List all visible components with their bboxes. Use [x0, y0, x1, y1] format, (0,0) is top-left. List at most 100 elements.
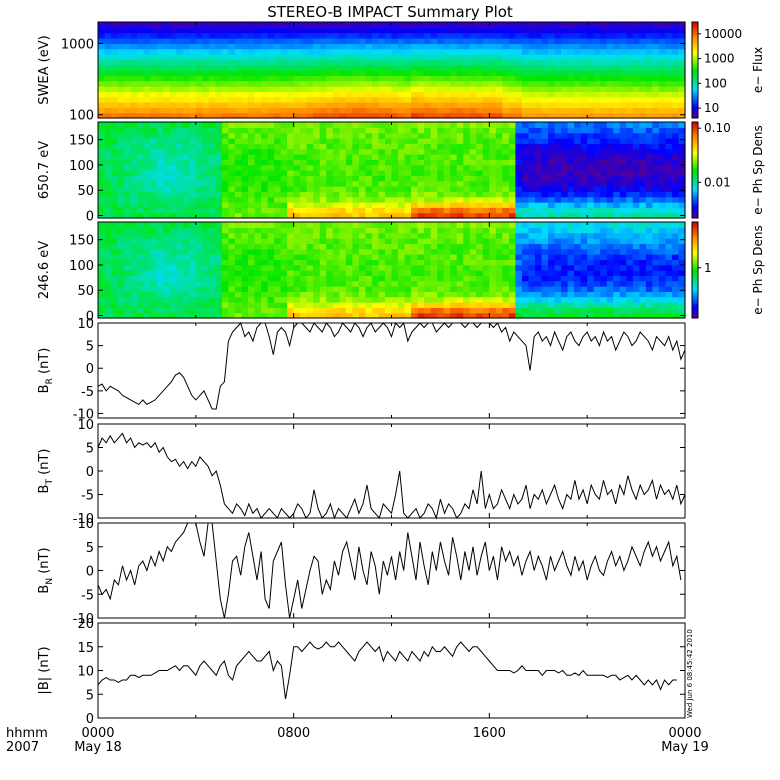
heatmap-cell [339, 138, 347, 144]
heatmap-cell [424, 75, 432, 82]
heatmap-cell [567, 91, 575, 98]
heatmap-cell [339, 175, 347, 182]
heatmap-cell [430, 238, 438, 244]
heatmap-cell [358, 243, 367, 250]
heatmap-cell [306, 307, 314, 314]
heatmap-cell [208, 196, 216, 203]
heatmap-cell [587, 154, 595, 160]
heatmap-cell [221, 280, 230, 287]
heatmap-cell [202, 307, 210, 314]
heatmap-cell [554, 148, 562, 155]
heatmap-cell [124, 54, 132, 60]
heatmap-cell [443, 48, 451, 55]
heatmap-cell [482, 259, 490, 266]
heatmap-cell [658, 127, 667, 134]
heatmap-cell [221, 275, 230, 282]
heatmap-cell [652, 227, 660, 234]
heatmap-cell [130, 143, 138, 150]
heatmap-cell [645, 22, 653, 28]
heatmap-cell [424, 312, 432, 319]
heatmap-cell [130, 48, 138, 55]
heatmap-cell [645, 254, 653, 260]
heatmap-cell [293, 38, 301, 44]
heatmap-cell [645, 32, 653, 39]
heatmap-cell [665, 148, 673, 155]
heatmap-cell [580, 175, 588, 182]
heatmap-cell [208, 154, 216, 160]
heatmap-cell [306, 132, 314, 139]
heatmap-cell [430, 91, 438, 98]
heatmap-cell [521, 22, 530, 28]
heatmap-cell [489, 227, 497, 234]
heatmap-cell [430, 264, 438, 271]
heatmap-cell [678, 54, 686, 60]
heatmap-cell [98, 132, 106, 139]
heatmap-cell [104, 127, 112, 134]
heatmap-cell [658, 175, 667, 182]
heatmap-cell [456, 222, 464, 228]
heatmap-cell [671, 127, 680, 134]
heatmap-cell [274, 48, 282, 55]
heatmap-cell [248, 280, 256, 287]
heatmap-cell [306, 54, 314, 60]
heatmap-cell [104, 302, 112, 308]
colorbar-segment [692, 126, 698, 130]
heatmap-cell [104, 280, 112, 287]
heatmap-cell [241, 127, 249, 134]
heatmap-cell [548, 159, 556, 166]
heatmap-cell [150, 59, 158, 66]
heatmap-cell [482, 238, 490, 244]
heatmap-cell [182, 32, 190, 39]
heatmap-cell [306, 59, 314, 66]
heatmap-cell [345, 222, 353, 228]
heatmap-cell [143, 22, 151, 28]
heatmap-cell [437, 207, 445, 214]
heatmap-cell [658, 75, 667, 82]
heatmap-cell [515, 212, 523, 219]
heatmap-cell [502, 191, 510, 198]
heatmap-cell [130, 54, 138, 60]
heatmap-cell [424, 186, 432, 192]
heatmap-cell [450, 43, 458, 50]
heatmap-cell [600, 38, 608, 44]
heatmap-cell [508, 296, 517, 303]
heatmap-cell [221, 138, 230, 144]
heatmap-cell [163, 170, 171, 176]
heatmap-cell [437, 112, 445, 119]
heatmap-cell [417, 132, 425, 139]
heatmap-cell [254, 38, 262, 44]
heatmap-cell [313, 312, 321, 319]
heatmap-cell [541, 70, 549, 76]
heatmap-cell [130, 86, 138, 92]
heatmap-cell [626, 122, 634, 128]
heatmap-cell [515, 112, 523, 119]
heatmap-cell [104, 107, 112, 114]
heatmap-cell [430, 254, 438, 260]
heatmap-cell [613, 164, 621, 171]
heatmap-cell [678, 143, 686, 150]
heatmap-cell [130, 212, 138, 219]
heatmap-cell [443, 238, 451, 244]
heatmap-cell [365, 232, 373, 239]
heatmap-cell [365, 243, 373, 250]
heatmap-cell [671, 170, 680, 176]
heatmap-cell [339, 59, 347, 66]
heatmap-cell [554, 227, 562, 234]
heatmap-cell [639, 102, 647, 108]
heatmap-cell [176, 64, 184, 71]
heatmap-cell [345, 186, 353, 192]
heatmap-cell [430, 80, 438, 87]
heatmap-cell [613, 107, 621, 114]
heatmap-cell [476, 280, 484, 287]
heatmap-cell [156, 196, 164, 203]
heatmap-cell [567, 143, 575, 150]
heatmap-cell [398, 148, 406, 155]
heatmap-cell [117, 86, 125, 92]
heatmap-cell [339, 27, 347, 34]
heatmap-cell [632, 80, 640, 87]
heatmap-cell [645, 264, 653, 271]
heatmap-cell [371, 270, 380, 276]
heatmap-cell [541, 180, 549, 187]
heatmap-cell [221, 180, 230, 187]
